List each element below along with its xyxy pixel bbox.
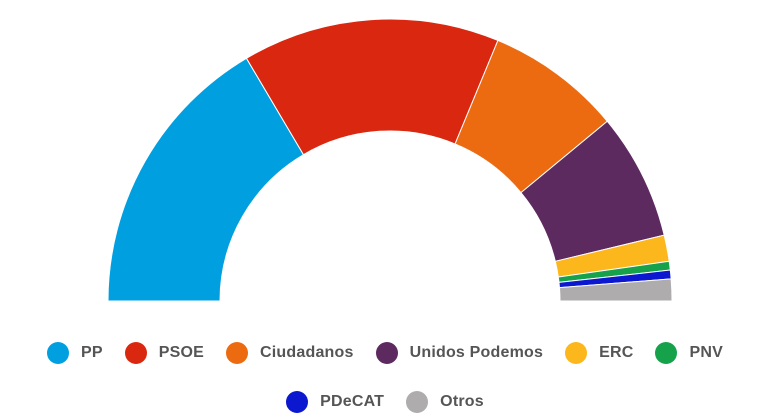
slice-otros (558, 278, 673, 302)
legend-swatch-pnv (655, 342, 678, 364)
legend-item-pdecat: PDeCAT (286, 391, 384, 413)
legend-swatch-otros (406, 391, 429, 413)
legend-item-pp: PP (47, 342, 103, 364)
legend-label-otros: Otros (440, 393, 484, 410)
legend-swatch-ciudadanos (226, 342, 249, 364)
semicircle-donut-plot (107, 18, 673, 302)
legend-swatch-unidos-podemos (375, 342, 398, 364)
legend-row-2: PDeCAT Otros (0, 391, 770, 413)
legend-label-psoe: PSOE (158, 344, 205, 361)
legend-label-pp: PP (81, 344, 103, 361)
legend-item-ciudadanos: Ciudadanos (226, 342, 354, 364)
legend-swatch-psoe (124, 342, 147, 364)
legend-swatch-pp (47, 342, 70, 364)
legend-label-pnv: PNV (689, 344, 723, 361)
legend-item-pnv: PNV (655, 342, 723, 364)
legend-item-psoe: PSOE (124, 342, 205, 364)
legend-label-unidos-podemos: Unidos Podemos (409, 344, 544, 361)
legend-item-erc: ERC (565, 342, 633, 364)
legend-swatch-erc (565, 342, 588, 364)
legend-label-ciudadanos: Ciudadanos (260, 344, 354, 361)
legend-swatch-pdecat (286, 391, 309, 413)
legend-label-erc: ERC (599, 344, 634, 361)
legend-item-otros: Otros (406, 391, 484, 413)
legend-item-unidos-podemos: Unidos Podemos (375, 342, 544, 364)
legend-label-pdecat: PDeCAT (320, 393, 385, 410)
legend-row-1: PP PSOE Ciudadanos Unidos Podemos ERC PNV (0, 342, 770, 364)
